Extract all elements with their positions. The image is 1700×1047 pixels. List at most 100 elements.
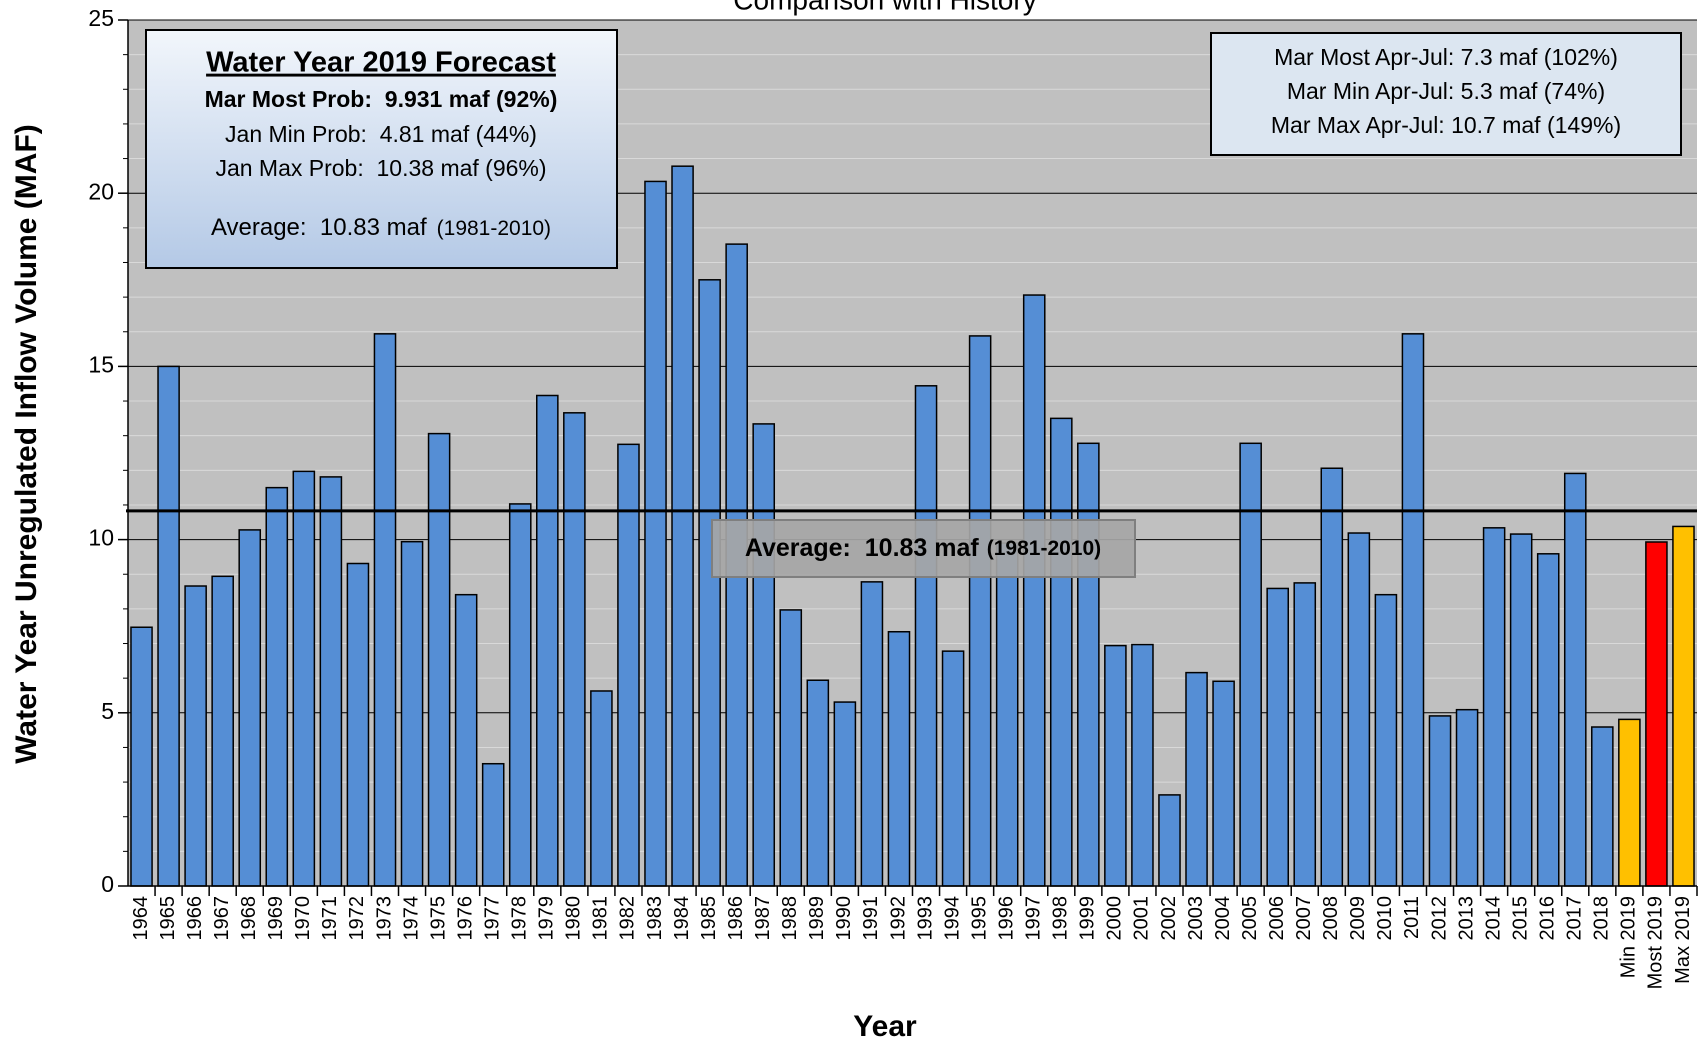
x-tick-label: 2004: [1212, 896, 1234, 941]
x-tick-label: 1983: [644, 896, 666, 941]
box-frame: [1210, 32, 1682, 156]
x-tick-label: 1967: [211, 896, 233, 941]
bar: [427, 432, 451, 887]
bar: [968, 335, 992, 887]
box-line: Mar Max Apr-Jul: 10.7 maf (149%): [1271, 112, 1621, 138]
x-tick-label: 2018: [1591, 896, 1613, 941]
x-tick-label: 2013: [1455, 896, 1477, 941]
average-label: Average: 10.83 maf (1981-2010): [745, 534, 1101, 562]
x-tick-label: 2016: [1536, 896, 1558, 941]
bar: [1618, 718, 1641, 887]
average-label-box: [711, 519, 1136, 578]
x-tick-label: 1981: [590, 896, 612, 941]
x-tick-label: 2010: [1374, 896, 1396, 941]
x-tick-label: 1994: [941, 896, 963, 941]
box-average-text: Average: 10.83 maf: [211, 214, 427, 241]
bar: [941, 650, 965, 887]
bar: [238, 529, 262, 887]
x-tick-label: 1993: [914, 896, 936, 941]
y-tick-label: 5: [101, 698, 114, 724]
y-tick-label: 0: [101, 871, 114, 897]
y-tick-label: 15: [88, 351, 114, 377]
box-line: Jan Min Prob: 4.81 maf (44%): [225, 121, 537, 147]
bar: [373, 333, 397, 887]
x-tick-label: 1996: [995, 896, 1017, 941]
y-tick-label: 10: [88, 525, 114, 551]
bar: [1591, 726, 1614, 887]
x-tick-label: 1986: [725, 896, 747, 941]
bar: [1212, 680, 1235, 887]
bar: [536, 394, 559, 887]
bar: [157, 365, 180, 887]
x-tick-label: 2011: [1401, 896, 1423, 939]
bar: [319, 476, 343, 887]
x-tick-label: 1988: [779, 896, 801, 941]
bar: [1428, 715, 1452, 887]
bar: [1672, 525, 1695, 887]
x-tick-label: 1975: [427, 896, 449, 941]
x-tick-label: 2000: [1104, 896, 1126, 941]
bar: [779, 609, 803, 887]
x-tick-label: 1969: [265, 896, 287, 941]
bar: [1401, 333, 1425, 887]
average-label-period: (1981-2010): [987, 537, 1101, 560]
bar: [1482, 527, 1506, 887]
bar: [481, 762, 505, 887]
bar: [454, 593, 478, 887]
box-average-period: (1981-2010): [437, 217, 551, 240]
bar: [1293, 582, 1317, 887]
average-label-text: Average: 10.83 maf: [745, 534, 980, 562]
bar: [563, 412, 586, 887]
forecast-box: Water Year 2019 Forecast Mar Most Prob: …: [145, 29, 618, 269]
x-tick-label: 1999: [1077, 896, 1099, 941]
x-tick-label: 1978: [509, 896, 531, 941]
y-tick-label: 25: [88, 5, 114, 31]
bar: [1509, 533, 1533, 887]
x-tick-label: 1997: [1023, 896, 1045, 941]
bar: [346, 562, 370, 887]
chart-title: Comparison with History: [733, 0, 1036, 15]
box-line: Jan Max Prob: 10.38 maf (96%): [215, 155, 546, 181]
bar: [1645, 541, 1668, 887]
bar: [1131, 643, 1154, 887]
x-tick-label: 1964: [130, 896, 152, 941]
x-tick-label: 1966: [184, 896, 206, 941]
bar: [995, 542, 1019, 887]
x-tick-label: 2009: [1347, 896, 1369, 941]
bar: [1266, 587, 1289, 887]
bar: [590, 690, 613, 887]
x-tick-label: Most 2019: [1645, 896, 1667, 989]
bar: [1536, 553, 1560, 887]
box-line: Mar Min Apr-Jul: 5.3 maf (74%): [1287, 78, 1605, 104]
x-tick-label: 1991: [860, 896, 882, 941]
x-tick-label: 1965: [157, 896, 179, 941]
box-line: Mar Most Apr-Jul: 7.3 maf (102%): [1274, 44, 1618, 70]
box-average: Average: 10.83 maf (1981-2010): [211, 214, 551, 241]
bar: [887, 630, 911, 887]
bar: [211, 575, 234, 887]
x-tick-label: 1989: [806, 896, 828, 941]
x-tick-label: 1973: [373, 896, 395, 941]
bar: [1104, 644, 1127, 887]
x-tick-label: 2015: [1509, 896, 1531, 941]
x-tick-label: 1977: [481, 896, 503, 941]
x-tick-label: 1982: [617, 896, 639, 941]
bar: [292, 470, 316, 887]
bar: [400, 540, 424, 887]
bar: [914, 385, 938, 887]
bar: [1563, 472, 1587, 887]
x-tick-label: 2017: [1564, 896, 1586, 941]
bar: [1049, 417, 1073, 887]
bar: [698, 279, 721, 887]
bar: [265, 486, 289, 887]
box-title: Water Year 2019 Forecast: [206, 47, 556, 79]
x-tick-label: Min 2019: [1618, 896, 1640, 978]
bar: [1374, 593, 1398, 887]
bar: [1185, 671, 1208, 887]
bar: [833, 701, 857, 887]
x-tick-label: 1974: [400, 896, 422, 941]
bar: [1347, 532, 1371, 887]
x-tick-label: 1984: [671, 896, 693, 941]
x-tick-label: 1992: [887, 896, 909, 941]
